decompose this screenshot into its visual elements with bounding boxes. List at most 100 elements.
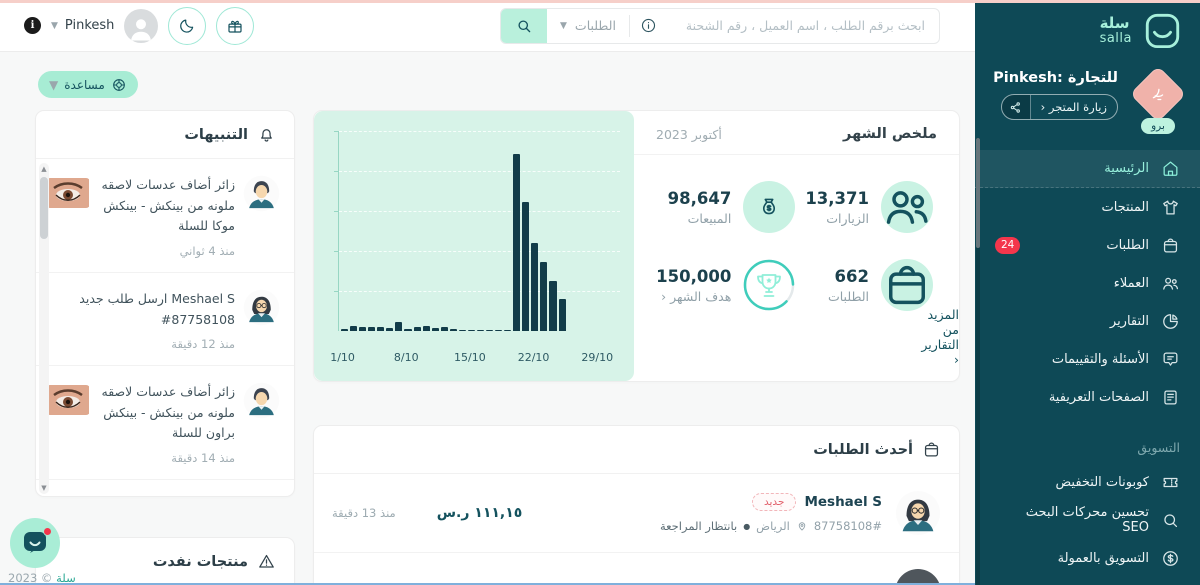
order-status: بانتظار المراجعة — [659, 519, 738, 533]
orders-title: أحدث الطلبات — [813, 441, 913, 458]
notification-item[interactable]: زائر أضاف عدسات لاصقه ملونه من بينكش - ب… — [36, 366, 294, 480]
user-menu[interactable]: Pinkesh ▼ — [51, 18, 114, 33]
scroll-down-icon[interactable]: ▼ — [41, 484, 47, 492]
salla-logo-text: سلة salla — [1099, 13, 1132, 45]
search-input[interactable] — [666, 18, 939, 33]
chart-bar — [495, 330, 503, 331]
sales-chart: 1/10 8/10 15/10 22/10 29/10 — [314, 111, 634, 381]
sidebar-scrollbar-thumb[interactable] — [976, 138, 980, 248]
stat-item[interactable]: 150,000 هدف الشهر ‹ — [656, 259, 796, 311]
sidebar-item[interactable]: الطلبات 24 — [975, 226, 1200, 264]
sidebar-item-label: تحسين محركات البحث SEO — [1025, 505, 1149, 535]
chart-bar — [422, 325, 430, 331]
sidebar-item[interactable]: المنتجات — [975, 188, 1200, 226]
info-widget-icon[interactable]: i — [24, 17, 41, 34]
stat-item[interactable]: 662 الطلبات — [805, 259, 933, 311]
user-name: Pinkesh — [64, 18, 115, 33]
top-accent-line — [0, 0, 1200, 3]
order-city: الرياض — [756, 519, 790, 533]
orders-icon — [1161, 236, 1180, 255]
pro-badge: برو — [1141, 118, 1175, 134]
chat-widget-button[interactable] — [10, 518, 60, 568]
notification-item[interactable]: Meshael S ارسل طلب جديد 87758108# منذ 12… — [36, 273, 294, 367]
notification-time: منذ 4 ثواني — [179, 243, 235, 258]
sidebar-item[interactable]: كوبونات التخفيض — [975, 463, 1200, 501]
chart-x-tick: 29/10 — [581, 351, 614, 364]
search-info-icon[interactable] — [630, 17, 667, 34]
chart-bar — [558, 299, 566, 331]
sidebar-item-label: التسويق بالعمولة — [1057, 550, 1149, 566]
notifications-scrollbar[interactable]: ▲ ▼ — [39, 163, 49, 494]
month-summary-panel: 1/10 8/10 15/10 22/10 29/10 ملخص الشهر أكتوب… — [313, 110, 960, 382]
chart-bar — [341, 329, 349, 331]
latest-orders-panel: أحدث الطلبات Meshael S جديد 87758108# ال… — [313, 425, 960, 585]
sidebar-item[interactable]: الأسئلة والتقييمات — [975, 340, 1200, 378]
sidebar-scrollbar[interactable] — [976, 138, 980, 585]
scrollbar-thumb[interactable] — [40, 177, 48, 239]
scroll-up-icon[interactable]: ▲ — [41, 165, 47, 173]
visit-store-button[interactable]: زيارة المتجر ‹ — [1000, 94, 1118, 120]
logo-arabic: سلة — [1099, 13, 1130, 32]
help-label: مساعدة — [64, 77, 105, 92]
dark-mode-button[interactable] — [168, 6, 207, 45]
stat-value: 150,000 — [656, 266, 732, 286]
products-icon — [1161, 198, 1180, 217]
orders-count-badge: 24 — [995, 236, 1021, 254]
notification-text: زائر أضاف عدسات لاصقه ملونه من بينكش - ب… — [101, 384, 236, 441]
order-row-partial[interactable] — [314, 553, 959, 585]
notification-item[interactable]: زائر أضاف عدسات لاصقه ملونه من بينكش - ب… — [36, 159, 294, 273]
salla-bag-icon — [1141, 9, 1184, 52]
user-avatar[interactable] — [124, 8, 159, 43]
gift-button[interactable] — [216, 6, 255, 45]
sidebar-item[interactable]: الصفحات التعريفية — [975, 378, 1200, 416]
sidebar-item[interactable]: تحسين محركات البحث SEO — [975, 501, 1200, 539]
sidebar-item-label: الأسئلة والتقييمات — [1051, 351, 1149, 367]
search-scope-dropdown[interactable]: الطلبات ▼ — [547, 18, 629, 33]
sidebar-item[interactable]: العملاء — [975, 264, 1200, 302]
stat-label: الطلبات — [827, 288, 869, 304]
search-button[interactable] — [501, 8, 547, 43]
chart-x-tick: 8/10 — [393, 351, 419, 364]
notifications-title: التنبيهات — [184, 126, 248, 143]
bottom-edge-strip — [0, 583, 975, 585]
sidebar-menu: الرئيسية المنتجات الطلبات 24 العملاء — [975, 150, 1200, 577]
order-number: 87758108# — [813, 519, 882, 533]
share-icon[interactable] — [1001, 95, 1030, 119]
customer-avatar — [895, 569, 941, 585]
visitors-icon — [881, 181, 933, 233]
chart-bar — [467, 330, 475, 331]
more-reports-link[interactable]: المزيد من التقارير ‹ — [921, 307, 959, 367]
chart-bar — [458, 330, 466, 331]
reports-icon — [1161, 312, 1180, 331]
chat-notification-dot — [43, 527, 52, 536]
sidebar-item[interactable]: الرئيسية — [975, 150, 1200, 188]
salla-logo[interactable]: سلة salla — [975, 0, 1200, 58]
footer-brand: سلة — [56, 571, 76, 585]
order-row[interactable]: Meshael S جديد 87758108# الرياض ● بانتظا… — [314, 474, 959, 553]
chart-bar — [368, 327, 376, 331]
stat-item[interactable]: 98,647 المبيعات — [656, 181, 796, 233]
avatar-woman-icon — [895, 490, 941, 536]
status-dot: ● — [743, 521, 751, 531]
sidebar-item-label: العملاء — [1113, 275, 1149, 291]
goal-icon — [743, 259, 796, 311]
product-thumbnail — [46, 175, 90, 258]
sidebar-item[interactable]: التقارير — [975, 302, 1200, 340]
bell-icon — [257, 125, 276, 144]
chart-bar — [431, 328, 439, 331]
chart-plot — [334, 131, 620, 331]
chart-bar — [476, 330, 484, 331]
sales-icon — [743, 181, 796, 233]
chevron-down-icon: ▼ — [49, 77, 59, 92]
store-avatar: برو — [1129, 65, 1187, 134]
chart-bars — [341, 131, 620, 331]
help-button[interactable]: مساعدة ▼ — [38, 71, 138, 98]
stat-label: المبيعات — [687, 210, 732, 226]
sidebar-item[interactable]: التسويق بالعمولة — [975, 539, 1200, 577]
chart-bar — [350, 325, 358, 331]
stat-item[interactable]: 13,371 الزيارات — [805, 181, 933, 233]
chart-x-tick: 15/10 — [454, 351, 486, 364]
stat-label: هدف الشهر ‹ — [661, 288, 732, 304]
visit-store-label: زيارة المتجر ‹ — [1040, 100, 1107, 114]
chart-bar — [540, 261, 548, 331]
